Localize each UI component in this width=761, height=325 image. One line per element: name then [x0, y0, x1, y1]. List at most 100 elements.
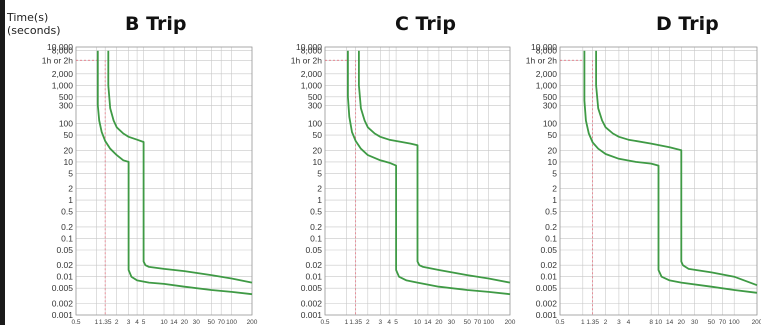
y-tick-label: 0.2 — [61, 222, 73, 232]
x-tick-label: 100 — [226, 319, 237, 325]
x-tick-label: 1 — [95, 319, 99, 325]
y-tick-label: 0.02 — [540, 260, 557, 270]
trip-curve-lower — [583, 50, 758, 294]
x-tick-label: 70 — [719, 319, 727, 325]
trip-curve-upper — [107, 50, 253, 284]
y-tick-label: 0.05 — [56, 245, 73, 255]
y-tick-label: 50 — [548, 130, 558, 140]
y-axis-title-line2: (seconds) — [7, 24, 61, 37]
x-tick-label: 4 — [135, 319, 139, 325]
y-tick-label: 500 — [59, 92, 73, 102]
y-tick-label: 5 — [317, 168, 322, 178]
y-tick-label: 0.2 — [545, 222, 557, 232]
y-tick-label: 0.01 — [305, 272, 322, 282]
x-tick-label: 2 — [115, 319, 119, 325]
y-tick-label: 500 — [543, 92, 557, 102]
x-tick-label: 200 — [752, 319, 761, 325]
y-tick-label: 0.05 — [305, 245, 322, 255]
x-tick-label: 30 — [193, 319, 201, 325]
x-tick-label: 20 — [181, 319, 189, 325]
y-tick-label: 0.01 — [56, 272, 73, 282]
y-tick-label: 1 — [68, 195, 73, 205]
x-tick-label: 10 — [160, 319, 168, 325]
y-tick-label: 0.005 — [52, 283, 74, 293]
y-tick-label: 2 — [317, 184, 322, 194]
y-tick-label: 10,000 — [531, 42, 557, 52]
y-tick-label: 100 — [59, 119, 73, 129]
y-tick-label: 300 — [543, 100, 557, 110]
x-tick-label: 30 — [691, 319, 699, 325]
x-tick-label: 70 — [474, 319, 482, 325]
x-tick-label: 100 — [729, 319, 740, 325]
y-tick-label: 10 — [313, 157, 323, 167]
y-tick-label: 50 — [313, 130, 323, 140]
y-tick-label: 8,000 — [536, 46, 558, 56]
y-tick-label: 5 — [552, 168, 557, 178]
y-tick-label: 2 — [552, 184, 557, 194]
y-tick-label: 2,000 — [52, 69, 74, 79]
y-tick-label: 0.005 — [301, 283, 323, 293]
x-tick-label: 0.5 — [555, 319, 564, 325]
plot-border — [324, 46, 511, 316]
y-tick-label: 0.01 — [540, 272, 557, 282]
y-tick-label: 8,000 — [301, 46, 323, 56]
y-tick-label: 0.001 — [536, 310, 558, 320]
y-tick-label: 0.002 — [301, 299, 323, 309]
x-tick-label: 1.35 — [586, 319, 599, 325]
y-tick-label: 0.1 — [61, 233, 73, 243]
y-tick-label: 50 — [64, 130, 74, 140]
y-tick-label: 1 — [317, 195, 322, 205]
x-tick-label: 10 — [655, 319, 663, 325]
y-tick-label: 10,000 — [296, 42, 322, 52]
y-tick-label: 0.5 — [61, 207, 73, 217]
y-tick-label: 1,000 — [52, 80, 74, 90]
x-tick-label: 10 — [414, 319, 422, 325]
y-tick-label: 0.05 — [540, 245, 557, 255]
y-tick-label: 2,000 — [301, 69, 323, 79]
y-tick-label: 300 — [59, 100, 73, 110]
y-tick-label: 20 — [64, 145, 74, 155]
x-tick-label: 14 — [666, 319, 674, 325]
y-tick-label: 10,000 — [47, 42, 73, 52]
x-tick-label: 1 — [581, 319, 585, 325]
x-tick-label: 4 — [387, 319, 391, 325]
chart-title: B Trip — [125, 13, 186, 35]
y-tick-label: 20 — [548, 145, 558, 155]
x-tick-label: 30 — [448, 319, 456, 325]
x-tick-label: 70 — [218, 319, 226, 325]
trip-curve-lower — [96, 50, 253, 296]
chart-title: C Trip — [395, 13, 456, 35]
plot-border — [75, 46, 253, 316]
trip-curve-lower — [347, 50, 511, 296]
x-tick-label: 14 — [170, 319, 178, 325]
y-tick-label: 10 — [64, 157, 74, 167]
y-tick-label: 1,000 — [536, 80, 558, 90]
chart-title: D Trip — [656, 13, 719, 35]
y-tick-label: 0.02 — [56, 260, 73, 270]
y-tick-label: 0.002 — [52, 299, 74, 309]
x-tick-label: 100 — [483, 319, 494, 325]
y-tick-label: 1 — [552, 195, 557, 205]
x-tick-label: 1.35 — [99, 319, 112, 325]
y-tick-label: 0.2 — [310, 222, 322, 232]
x-tick-label: 1.35 — [349, 319, 362, 325]
y-tick-label: 10 — [548, 157, 558, 167]
y-tick-label: 5 — [68, 168, 73, 178]
y-tick-label: 2,000 — [536, 69, 558, 79]
trip-curve-upper — [595, 50, 758, 287]
x-tick-label: 8 — [649, 319, 653, 325]
x-tick-label: 0.5 — [71, 319, 80, 325]
x-tick-label: 0.5 — [320, 319, 329, 325]
y-tick-label: 2 — [68, 184, 73, 194]
y-tick-label: 0.001 — [52, 310, 74, 320]
y-tick-label: 8,000 — [52, 46, 74, 56]
x-tick-label: 5 — [142, 319, 146, 325]
y-tick-label: 0.5 — [545, 207, 557, 217]
y-tick-label: 500 — [308, 92, 322, 102]
x-tick-label: 20 — [678, 319, 686, 325]
x-tick-label: 3 — [127, 319, 131, 325]
